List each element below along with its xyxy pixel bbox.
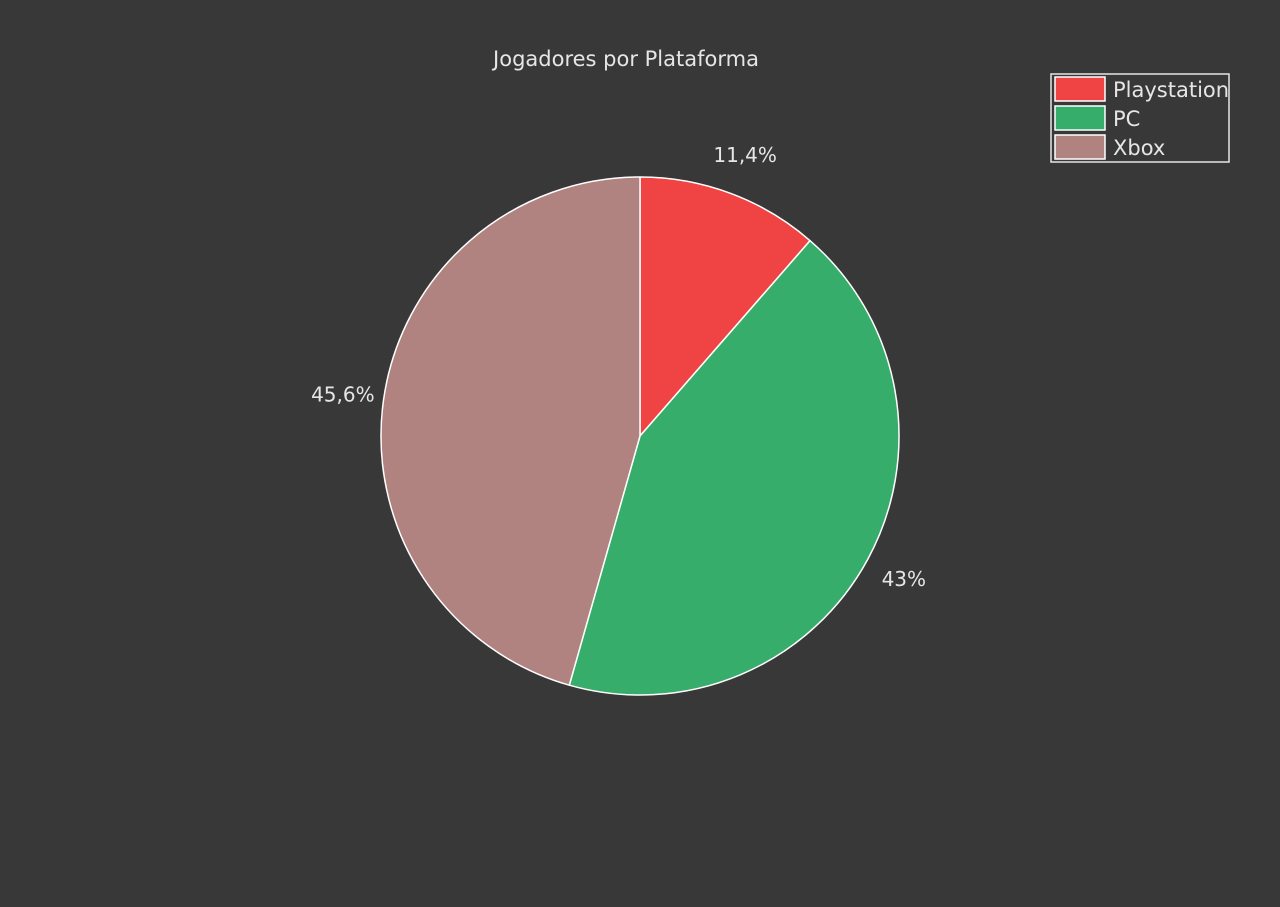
legend-label-xbox: Xbox xyxy=(1113,136,1165,160)
legend: Playstation PC Xbox xyxy=(1050,73,1230,163)
slice-label-xbox: 45,6% xyxy=(311,383,375,407)
legend-entry-pc: PC xyxy=(1054,105,1140,131)
legend-swatch-playstation xyxy=(1054,76,1106,102)
pie-slice-pc xyxy=(568,239,900,696)
pie-slices xyxy=(380,176,900,696)
legend-entry-playstation: Playstation xyxy=(1054,76,1229,102)
legend-swatch-xbox xyxy=(1054,134,1106,160)
pie-slice-xbox xyxy=(380,176,641,686)
chart-title: Jogadores por Plataforma xyxy=(491,47,759,71)
slice-labels: 11,4% 43% 45,6% xyxy=(311,143,926,591)
legend-label-pc: PC xyxy=(1113,107,1140,131)
legend-label-playstation: Playstation xyxy=(1113,78,1229,102)
legend-box xyxy=(1050,73,1230,163)
slice-label-playstation: 11,4% xyxy=(713,143,777,167)
pie-slice-playstation xyxy=(639,176,811,437)
legend-entry-xbox: Xbox xyxy=(1054,134,1165,160)
legend-swatch-pc xyxy=(1054,105,1106,131)
slice-label-pc: 43% xyxy=(882,567,926,591)
